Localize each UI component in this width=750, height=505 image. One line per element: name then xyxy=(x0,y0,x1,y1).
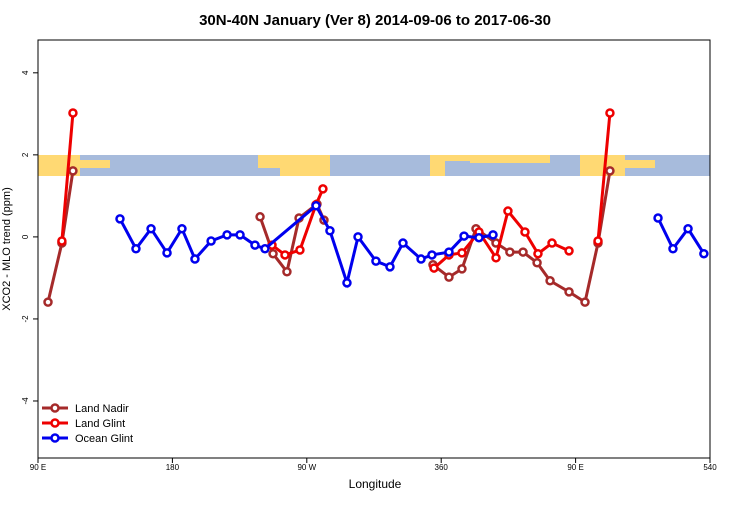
data-point xyxy=(342,278,352,288)
chart-title: 30N-40N January (Ver 8) 2014-09-06 to 20… xyxy=(199,12,551,29)
data-point xyxy=(385,262,395,272)
data-point xyxy=(474,232,484,243)
data-point xyxy=(416,254,426,264)
data-point xyxy=(250,240,260,250)
data-point xyxy=(190,254,200,264)
legend-marker xyxy=(50,418,60,428)
data-point xyxy=(593,236,603,246)
x-tick-label: 90 W xyxy=(297,463,316,472)
legend-marker xyxy=(50,403,60,413)
data-point xyxy=(564,287,574,297)
y-tick-label: 0 xyxy=(21,234,30,239)
data-point xyxy=(503,206,513,216)
legend-label: Land Nadir xyxy=(75,403,129,415)
data-point xyxy=(605,108,615,118)
data-point xyxy=(206,236,216,246)
data-point xyxy=(564,246,574,256)
data-point xyxy=(235,230,245,240)
data-point xyxy=(318,184,328,194)
x-tick-label: 360 xyxy=(435,463,449,472)
y-tick-label: 4 xyxy=(21,70,30,75)
x-tick-label: 90 E xyxy=(567,463,583,472)
y-tick-label: -4 xyxy=(21,397,30,405)
data-point xyxy=(68,108,78,118)
legend-label: Land Glint xyxy=(75,418,125,430)
data-point xyxy=(325,225,335,236)
data-point xyxy=(68,166,78,176)
data-point xyxy=(295,245,305,255)
data-point xyxy=(427,250,437,260)
data-point xyxy=(146,223,156,234)
data-point xyxy=(255,212,265,222)
data-point xyxy=(131,244,141,254)
data-point xyxy=(371,256,381,266)
y-axis-label: XCO2 - MLO trend (ppm) xyxy=(1,187,13,310)
data-point xyxy=(57,236,67,246)
x-tick-label: 90 E xyxy=(30,463,46,472)
x-tick-label: 540 xyxy=(703,463,717,472)
data-point xyxy=(282,267,292,277)
data-point xyxy=(699,248,709,259)
data-point xyxy=(605,166,615,176)
data-point xyxy=(429,263,439,273)
map-strip xyxy=(38,155,710,176)
plot-frame xyxy=(37,39,711,459)
data-point xyxy=(444,247,454,257)
data-point xyxy=(547,238,557,248)
data-point xyxy=(444,272,454,282)
legend-marker xyxy=(50,433,60,443)
data-point xyxy=(459,231,469,241)
legend: Land Nadir Land Glint Ocean Glint xyxy=(42,403,133,445)
data-point xyxy=(518,247,528,257)
data-point xyxy=(311,200,321,211)
data-point xyxy=(162,248,172,258)
data-point xyxy=(532,257,542,268)
data-point xyxy=(520,227,530,237)
y-tick-label: 2 xyxy=(21,152,30,157)
data-point xyxy=(668,244,678,254)
legend-label: Ocean Glint xyxy=(75,433,133,445)
data-point xyxy=(222,230,232,240)
data-point xyxy=(491,253,501,263)
data-point xyxy=(580,297,590,307)
data-point xyxy=(545,276,555,286)
data-point xyxy=(43,297,53,307)
data-point xyxy=(505,247,515,257)
series-line xyxy=(118,203,706,289)
data-point xyxy=(398,238,408,248)
data-point xyxy=(260,244,270,254)
data-point xyxy=(115,214,125,224)
y-tick-label: -2 xyxy=(21,315,30,323)
data-point xyxy=(533,248,543,259)
x-tick-label: 180 xyxy=(166,463,180,472)
data-point xyxy=(488,230,498,240)
data-point xyxy=(280,250,290,260)
x-axis-label: Longitude xyxy=(349,477,402,491)
data-point xyxy=(457,264,467,274)
data-point xyxy=(268,248,278,259)
data-point xyxy=(353,232,363,242)
data-point xyxy=(177,223,187,234)
data-point xyxy=(457,248,467,258)
data-point xyxy=(653,213,663,223)
data-point xyxy=(683,223,693,234)
